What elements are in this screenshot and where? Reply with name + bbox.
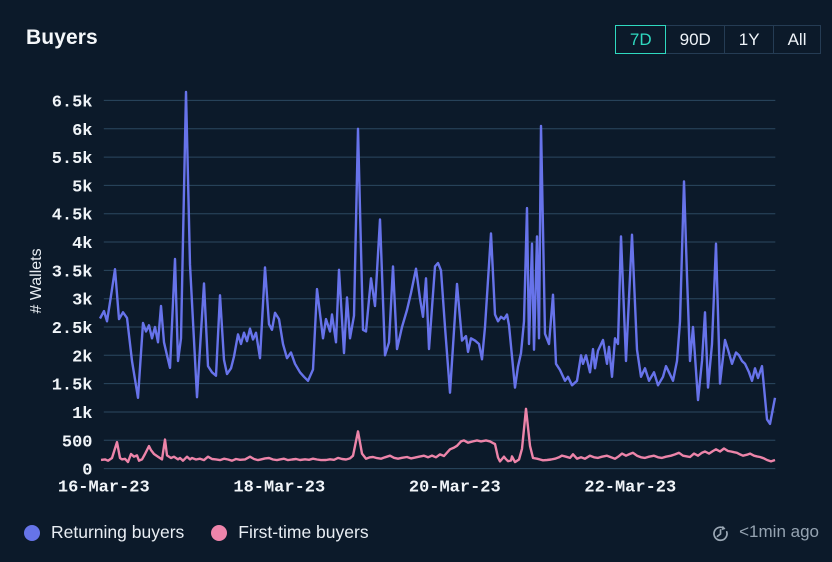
svg-text:1k: 1k	[72, 405, 92, 424]
svg-text:20-Mar-23: 20-Mar-23	[409, 479, 501, 498]
svg-text:1.5k: 1.5k	[52, 377, 93, 396]
svg-text:5k: 5k	[72, 178, 92, 197]
svg-text:4.5k: 4.5k	[52, 207, 93, 226]
svg-text:6.5k: 6.5k	[52, 93, 93, 112]
svg-text:6k: 6k	[72, 122, 92, 141]
svg-text:2.5k: 2.5k	[52, 320, 93, 339]
svg-text:4k: 4k	[72, 235, 92, 254]
svg-text:3k: 3k	[72, 292, 92, 311]
svg-text:16-Mar-23: 16-Mar-23	[58, 479, 150, 498]
svg-text:2k: 2k	[72, 348, 92, 367]
svg-text:0: 0	[82, 462, 92, 481]
svg-text:18-Mar-23: 18-Mar-23	[233, 479, 325, 498]
svg-text:3.5k: 3.5k	[52, 263, 93, 282]
svg-text:5.5k: 5.5k	[52, 150, 93, 169]
svg-text:22-Mar-23: 22-Mar-23	[584, 479, 676, 498]
svg-text:500: 500	[62, 433, 93, 452]
